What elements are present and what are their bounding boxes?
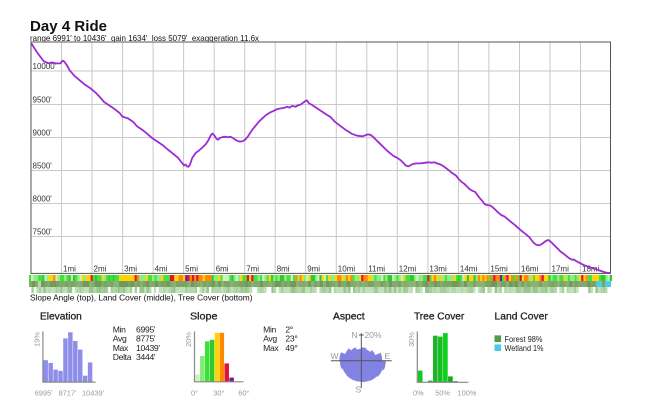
svg-text:10000': 10000' xyxy=(33,62,57,71)
svg-text:50%: 50% xyxy=(435,389,450,398)
svg-text:6995': 6995' xyxy=(136,325,156,335)
svg-text:16mi: 16mi xyxy=(521,265,539,274)
svg-text:Slope: Slope xyxy=(190,311,218,323)
svg-text:14mi: 14mi xyxy=(460,265,478,274)
svg-text:Aspect: Aspect xyxy=(333,311,365,323)
svg-text:Elevation: Elevation xyxy=(40,311,82,323)
svg-text:7mi: 7mi xyxy=(246,265,259,274)
svg-text:9000': 9000' xyxy=(33,128,53,137)
svg-text:10439': 10439' xyxy=(136,343,160,353)
svg-text:S: S xyxy=(356,385,362,395)
svg-text:8000': 8000' xyxy=(33,194,53,203)
svg-text:Delta: Delta xyxy=(113,352,132,362)
svg-text:7500': 7500' xyxy=(33,227,53,236)
svg-text:4mi: 4mi xyxy=(155,265,168,274)
svg-text:Min: Min xyxy=(113,325,126,335)
svg-text:Slope Angle (top), Land Cover: Slope Angle (top), Land Cover (middle), … xyxy=(30,293,253,303)
svg-text:0°: 0° xyxy=(191,389,198,398)
svg-text:2°: 2° xyxy=(285,325,293,335)
svg-text:20%: 20% xyxy=(365,330,382,340)
svg-text:Max: Max xyxy=(113,343,129,353)
svg-text:3mi: 3mi xyxy=(124,265,137,274)
svg-text:11mi: 11mi xyxy=(368,265,385,274)
svg-text:6mi: 6mi xyxy=(216,265,229,274)
svg-text:8775': 8775' xyxy=(136,334,156,344)
svg-text:0%: 0% xyxy=(413,389,424,398)
svg-text:15mi: 15mi xyxy=(490,265,508,274)
svg-text:12mi: 12mi xyxy=(399,265,417,274)
svg-text:100%: 100% xyxy=(458,389,477,398)
svg-text:Wetland 1%: Wetland 1% xyxy=(505,343,544,353)
svg-text:Forest 98%: Forest 98% xyxy=(505,334,543,344)
svg-text:Min: Min xyxy=(263,325,276,335)
svg-text:2mi: 2mi xyxy=(94,265,107,274)
svg-text:8717': 8717' xyxy=(59,389,77,398)
svg-text:8500': 8500' xyxy=(33,161,53,170)
svg-text:23°: 23° xyxy=(285,334,297,344)
svg-text:17mi: 17mi xyxy=(552,265,570,274)
svg-text:30°: 30° xyxy=(213,389,224,398)
svg-text:Avg: Avg xyxy=(263,334,277,344)
svg-text:13mi: 13mi xyxy=(429,265,447,274)
svg-text:6995': 6995' xyxy=(35,389,53,398)
svg-text:1mi: 1mi xyxy=(63,265,76,274)
svg-text:9mi: 9mi xyxy=(307,265,320,274)
svg-text:Max: Max xyxy=(263,343,279,353)
svg-text:10439': 10439' xyxy=(82,389,105,398)
svg-text:49°: 49° xyxy=(285,343,297,353)
svg-text:10mi: 10mi xyxy=(338,265,356,274)
svg-text:Day 4 Ride: Day 4 Ride xyxy=(30,18,107,35)
svg-text:5mi: 5mi xyxy=(185,265,198,274)
svg-text:range 6991' to 10436' gain 16: range 6991' to 10436' gain 1634' loss 50… xyxy=(30,33,260,43)
svg-text:60°: 60° xyxy=(238,389,249,398)
svg-text:19%: 19% xyxy=(33,332,42,347)
svg-text:20%: 20% xyxy=(184,332,193,347)
svg-text:3444': 3444' xyxy=(136,352,156,362)
svg-text:Tree Cover: Tree Cover xyxy=(414,311,465,323)
svg-text:N: N xyxy=(351,330,357,340)
svg-text:Land Cover: Land Cover xyxy=(495,311,549,323)
svg-text:Avg: Avg xyxy=(113,334,127,344)
svg-text:W: W xyxy=(330,351,338,361)
svg-text:E: E xyxy=(385,351,391,361)
svg-text:8mi: 8mi xyxy=(277,265,290,274)
svg-text:30%: 30% xyxy=(407,332,416,347)
svg-text:18mi: 18mi xyxy=(582,265,600,274)
svg-text:9500': 9500' xyxy=(33,95,53,104)
